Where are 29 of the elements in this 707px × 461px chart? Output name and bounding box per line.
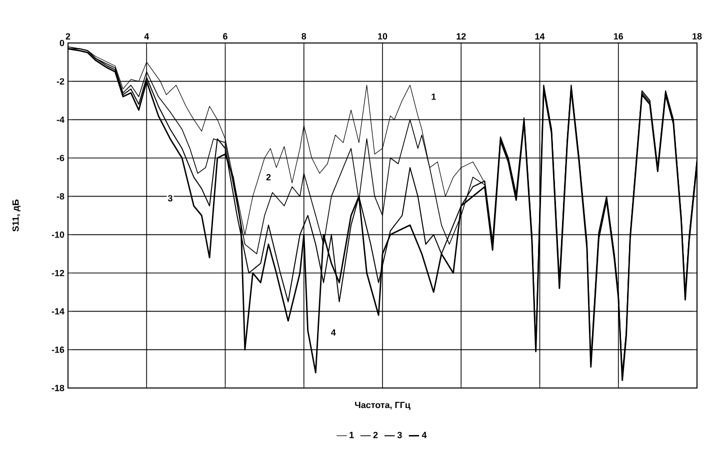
x-tick-label: 8 xyxy=(302,33,306,40)
y-tick-label: -12 xyxy=(52,270,64,276)
legend-label: 1 xyxy=(350,432,354,438)
x-axis-title: Частота, ГГц xyxy=(355,402,410,410)
y-tick-label: -14 xyxy=(52,308,64,314)
y-tick-label: 0 xyxy=(60,40,64,46)
y-tick-label: -10 xyxy=(52,231,64,238)
y-tick-label: -2 xyxy=(56,78,64,84)
x-tick-label: 2 xyxy=(66,33,70,40)
x-tick-label: 4 xyxy=(144,33,150,40)
annotation: 4 xyxy=(331,329,336,336)
y-tick-label: -18 xyxy=(52,384,64,392)
x-tick-label: 16 xyxy=(614,33,624,40)
y-tick-label: -4 xyxy=(56,116,64,123)
x-tick-label: 18 xyxy=(692,33,702,40)
legend-label: 2 xyxy=(373,432,378,438)
x-tick-label: 10 xyxy=(378,33,388,40)
y-tick-label: -6 xyxy=(56,154,64,162)
legend-label: 4 xyxy=(422,432,427,438)
y-tick-label: -16 xyxy=(52,346,64,353)
x-tick-label: 6 xyxy=(223,33,228,40)
legend-label: 3 xyxy=(397,432,402,438)
x-tick-label: 14 xyxy=(535,33,545,40)
annotation: 1 xyxy=(432,94,436,100)
x-tick-label: 12 xyxy=(456,33,466,40)
y-tick-label: -8 xyxy=(56,193,64,200)
y-axis-title: S11, дБ xyxy=(12,200,20,232)
annotation: 3 xyxy=(168,195,172,202)
annotation: 2 xyxy=(266,174,271,180)
